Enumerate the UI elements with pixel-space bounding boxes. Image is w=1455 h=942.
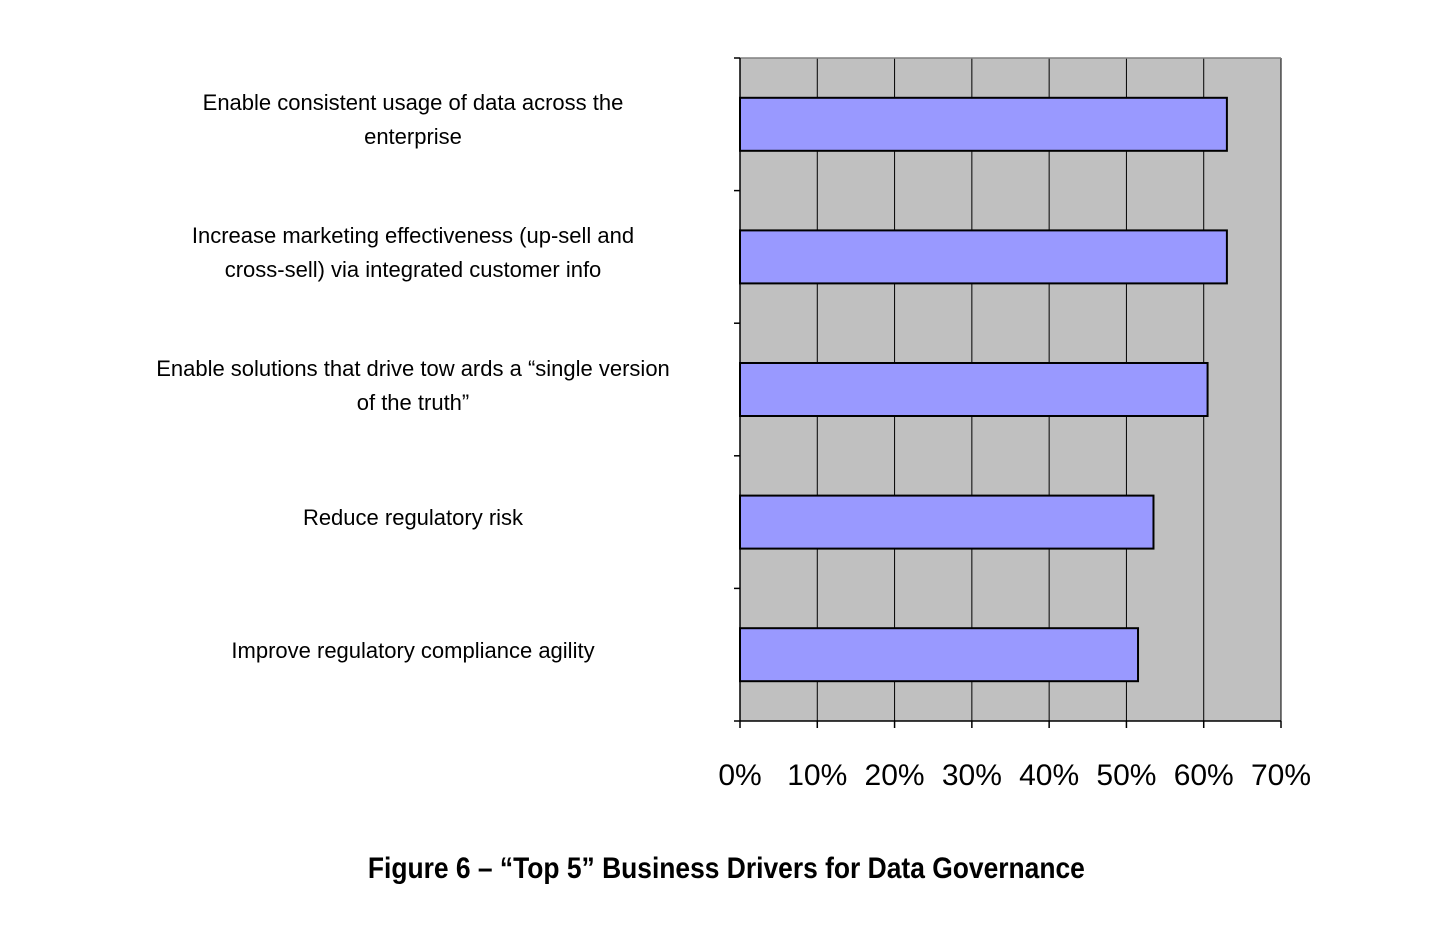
category-label: Increase marketing effectiveness (up-sel… bbox=[108, 219, 718, 287]
x-tick-label: 20% bbox=[865, 759, 925, 792]
category-label-line: of the truth” bbox=[356, 389, 470, 415]
category-label-line: Enable consistent usage of data across t… bbox=[202, 90, 624, 116]
category-label-line: Reduce regulatory risk bbox=[302, 505, 524, 531]
category-label-line: Increase marketing effectiveness (up-sel… bbox=[191, 222, 635, 248]
category-label-line: Enable solutions that drive tow ards a “… bbox=[156, 355, 670, 381]
category-label-line: Improve regulatory compliance agility bbox=[231, 637, 595, 663]
category-label: Improve regulatory compliance agility bbox=[108, 634, 718, 668]
category-label: Enable consistent usage of data across t… bbox=[108, 86, 718, 154]
bar-4 bbox=[739, 494, 1155, 550]
x-tick-label: 60% bbox=[1174, 759, 1234, 792]
bar-5 bbox=[739, 627, 1140, 683]
category-label-line: enterprise bbox=[364, 124, 462, 150]
x-tick-label: 40% bbox=[1019, 759, 1079, 792]
category-label-line: cross-sell) via integrated customer info bbox=[224, 256, 602, 282]
category-label: Enable solutions that drive tow ards a “… bbox=[108, 352, 718, 420]
x-tick-label: 30% bbox=[942, 759, 1002, 792]
figure-caption: Figure 6 – “Top 5” Business Drivers for … bbox=[367, 852, 1085, 885]
x-tick-label: 70% bbox=[1251, 759, 1311, 792]
x-tick-label: 10% bbox=[787, 759, 847, 792]
x-tick-label: 50% bbox=[1096, 759, 1156, 792]
bar-3 bbox=[739, 362, 1209, 417]
bar-2 bbox=[739, 229, 1228, 285]
x-tick-label: 0% bbox=[718, 759, 761, 792]
category-label: Reduce regulatory risk bbox=[108, 501, 718, 535]
bar-1 bbox=[739, 96, 1228, 152]
